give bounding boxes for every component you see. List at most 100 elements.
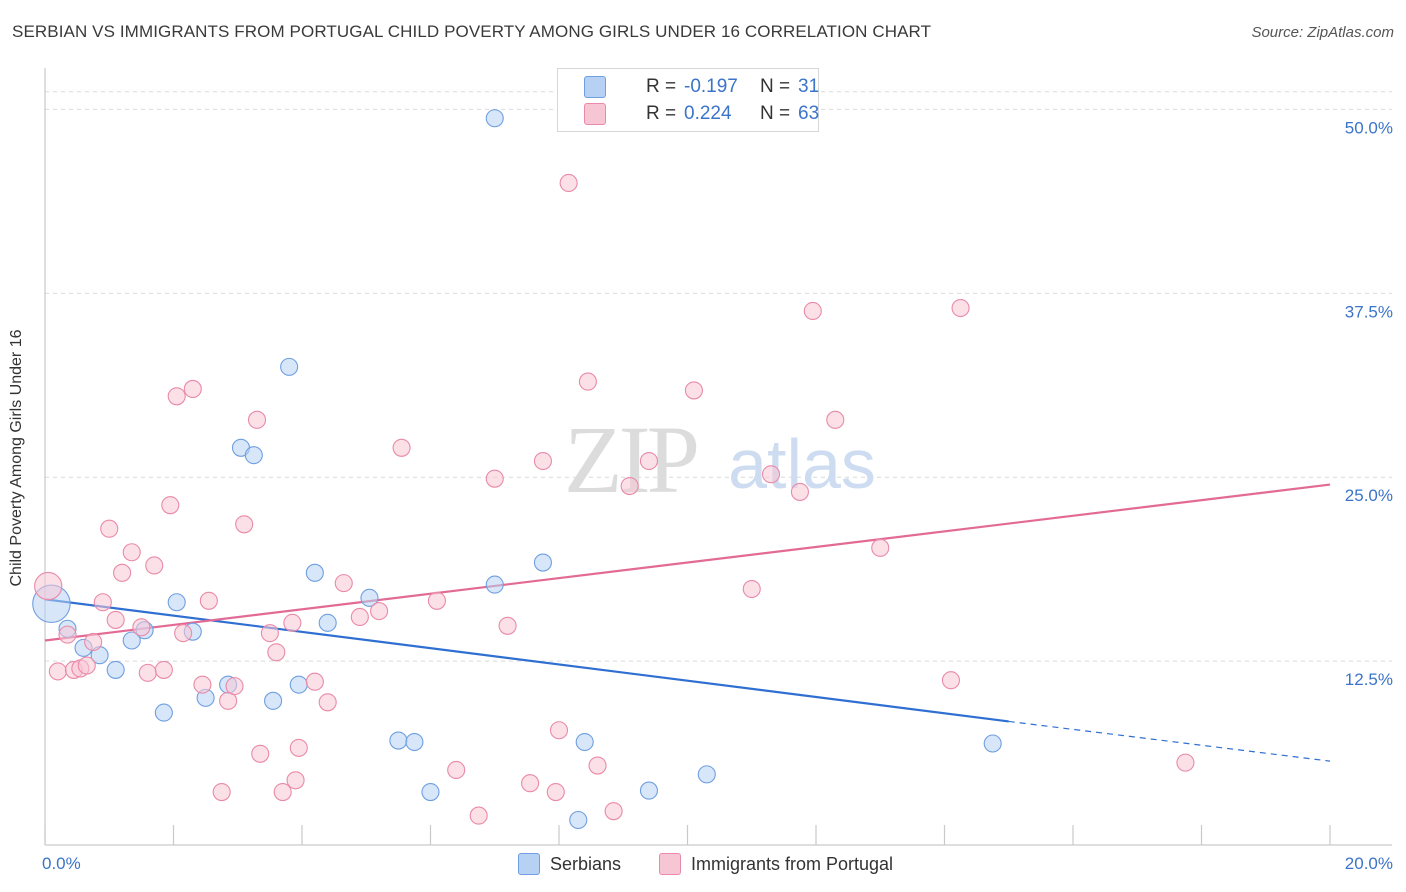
- bottom-legend-swatch-blue: [518, 853, 540, 875]
- x-tick-label: 20.0%: [1345, 854, 1393, 873]
- portugal-point: [370, 602, 389, 621]
- serbian-point: [389, 731, 408, 750]
- serbian-point: [167, 593, 186, 612]
- serbian-point: [485, 575, 504, 594]
- x-tick-label: 0.0%: [42, 854, 81, 873]
- portugal-point: [183, 379, 202, 398]
- portugal-point: [826, 410, 845, 429]
- portugal-point: [260, 624, 279, 643]
- portugal-point: [803, 301, 822, 321]
- portugal-point: [546, 782, 565, 802]
- legend-n-value: 63: [798, 103, 820, 124]
- portugal-point: [498, 616, 517, 635]
- serbian-point: [280, 357, 299, 376]
- legend-r-value: 0.224: [684, 103, 732, 124]
- portugal-point: [350, 607, 369, 627]
- portugal-point: [469, 806, 488, 825]
- portugal-point: [318, 693, 337, 712]
- source-label: Source: ZipAtlas.com: [1251, 24, 1394, 41]
- portugal-trend-line: [44, 483, 1331, 642]
- legend-r-value: -0.197: [684, 76, 738, 97]
- serbian-point: [405, 732, 424, 752]
- portugal-point: [533, 451, 552, 471]
- portugal-point: [951, 298, 970, 318]
- grid-lines: [45, 91, 1392, 662]
- correlation-legend: R = -0.197 N = 31 R = 0.224 N = 63: [557, 68, 819, 132]
- serbian-point: [318, 613, 337, 632]
- serbian-point: [154, 703, 173, 722]
- bottom-legend-portugal: Immigrants from Portugal: [659, 852, 893, 876]
- serbian-point: [639, 781, 659, 800]
- portugal-point: [58, 625, 77, 644]
- portugal-point: [620, 476, 639, 496]
- portugal-point: [549, 721, 569, 740]
- portugal-point: [145, 556, 164, 575]
- portugal-point: [167, 387, 186, 406]
- bottom-legend-swatch-pink: [659, 853, 681, 875]
- portugal-point: [427, 591, 446, 610]
- portugal-point: [77, 656, 96, 675]
- serbian-point: [533, 553, 552, 572]
- portugal-point: [199, 591, 218, 610]
- portugal-point: [251, 744, 270, 763]
- portugal-point: [761, 465, 781, 484]
- portugal-point: [334, 574, 353, 593]
- bottom-legend-label: Serbians: [550, 853, 622, 874]
- portugal-point: [161, 496, 180, 515]
- portugal-point: [138, 663, 157, 682]
- portugal-point: [84, 632, 103, 652]
- legend-n-value: 31: [798, 76, 820, 97]
- watermark-zip: ZIP: [564, 406, 697, 513]
- y-tick-label: 50.0%: [1345, 118, 1393, 137]
- portugal-point: [283, 613, 302, 632]
- legend-swatch-blue: [584, 76, 606, 98]
- portugal-point: [588, 756, 607, 775]
- axes: [44, 68, 1392, 846]
- serbian-point: [305, 563, 324, 582]
- portugal-point: [154, 660, 173, 679]
- portugal-point: [212, 782, 231, 802]
- y-tick-label: 12.5%: [1345, 670, 1393, 689]
- tick-labels: 12.5% 25.0% 37.5% 50.0% 0.0% 20.0%: [42, 118, 1393, 873]
- legend-swatch-pink: [584, 103, 606, 125]
- trend-lines: [44, 483, 1331, 762]
- portugal-point: [273, 782, 292, 802]
- serbian-point: [289, 675, 308, 694]
- bottom-legend-label: Immigrants from Portugal: [691, 853, 894, 874]
- portugal-point: [286, 771, 305, 790]
- portugal-point: [447, 760, 466, 780]
- portugal-point: [941, 671, 960, 690]
- portugal-point: [1176, 753, 1195, 772]
- portugal-point: [639, 451, 659, 471]
- serbian-point: [485, 109, 504, 128]
- portugal-point: [578, 372, 597, 391]
- serbian-point: [122, 631, 141, 650]
- serbian-point: [264, 691, 283, 710]
- portugal-point: [559, 173, 578, 193]
- portugal-point: [521, 774, 540, 793]
- portugal-point: [289, 738, 308, 757]
- portugal-point: [34, 571, 63, 601]
- y-axis-label: Child Poverty Among Girls Under 16: [8, 329, 25, 587]
- serbian-point: [106, 660, 125, 679]
- portugal-point: [247, 410, 267, 429]
- portugal-point: [100, 519, 119, 538]
- portugal-point: [485, 469, 504, 488]
- portugal-point: [113, 563, 132, 582]
- serbian-trend-extension: [1008, 720, 1331, 762]
- portugal-point: [132, 618, 151, 637]
- portugal-point: [392, 438, 411, 457]
- legend-n-label: N =: [760, 103, 791, 124]
- portugal-point: [93, 593, 112, 612]
- portugal-point: [235, 515, 254, 534]
- bottom-legend-serbians: Serbians: [518, 852, 621, 876]
- legend-r-label: R =: [646, 103, 677, 124]
- portugal-point: [305, 672, 324, 691]
- portugal-point: [48, 662, 67, 681]
- portugal-point: [122, 543, 141, 562]
- y-tick-label: 37.5%: [1345, 302, 1393, 321]
- portugal-point: [790, 482, 809, 501]
- serbian-point: [244, 446, 263, 465]
- portugal-point: [174, 624, 193, 643]
